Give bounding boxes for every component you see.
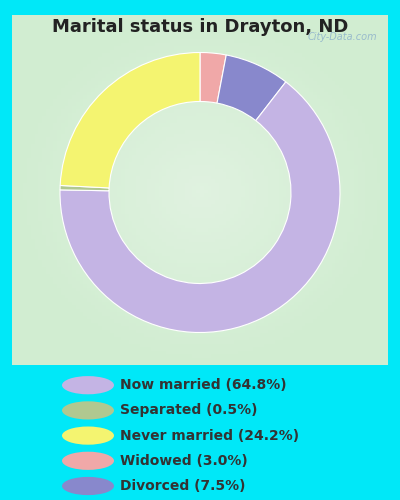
Text: Separated (0.5%): Separated (0.5%) — [120, 404, 258, 417]
Text: Never married (24.2%): Never married (24.2%) — [120, 428, 299, 442]
Circle shape — [62, 477, 114, 495]
Wedge shape — [200, 52, 226, 103]
Wedge shape — [217, 55, 286, 120]
Circle shape — [62, 452, 114, 470]
Circle shape — [62, 376, 114, 394]
Text: Divorced (7.5%): Divorced (7.5%) — [120, 479, 246, 493]
Wedge shape — [60, 82, 340, 332]
Text: Marital status in Drayton, ND: Marital status in Drayton, ND — [52, 18, 348, 36]
Wedge shape — [60, 52, 200, 188]
Text: City-Data.com: City-Data.com — [307, 32, 377, 42]
Wedge shape — [60, 186, 109, 191]
Circle shape — [62, 426, 114, 444]
Text: Now married (64.8%): Now married (64.8%) — [120, 378, 287, 392]
Circle shape — [62, 402, 114, 419]
Text: Widowed (3.0%): Widowed (3.0%) — [120, 454, 248, 468]
